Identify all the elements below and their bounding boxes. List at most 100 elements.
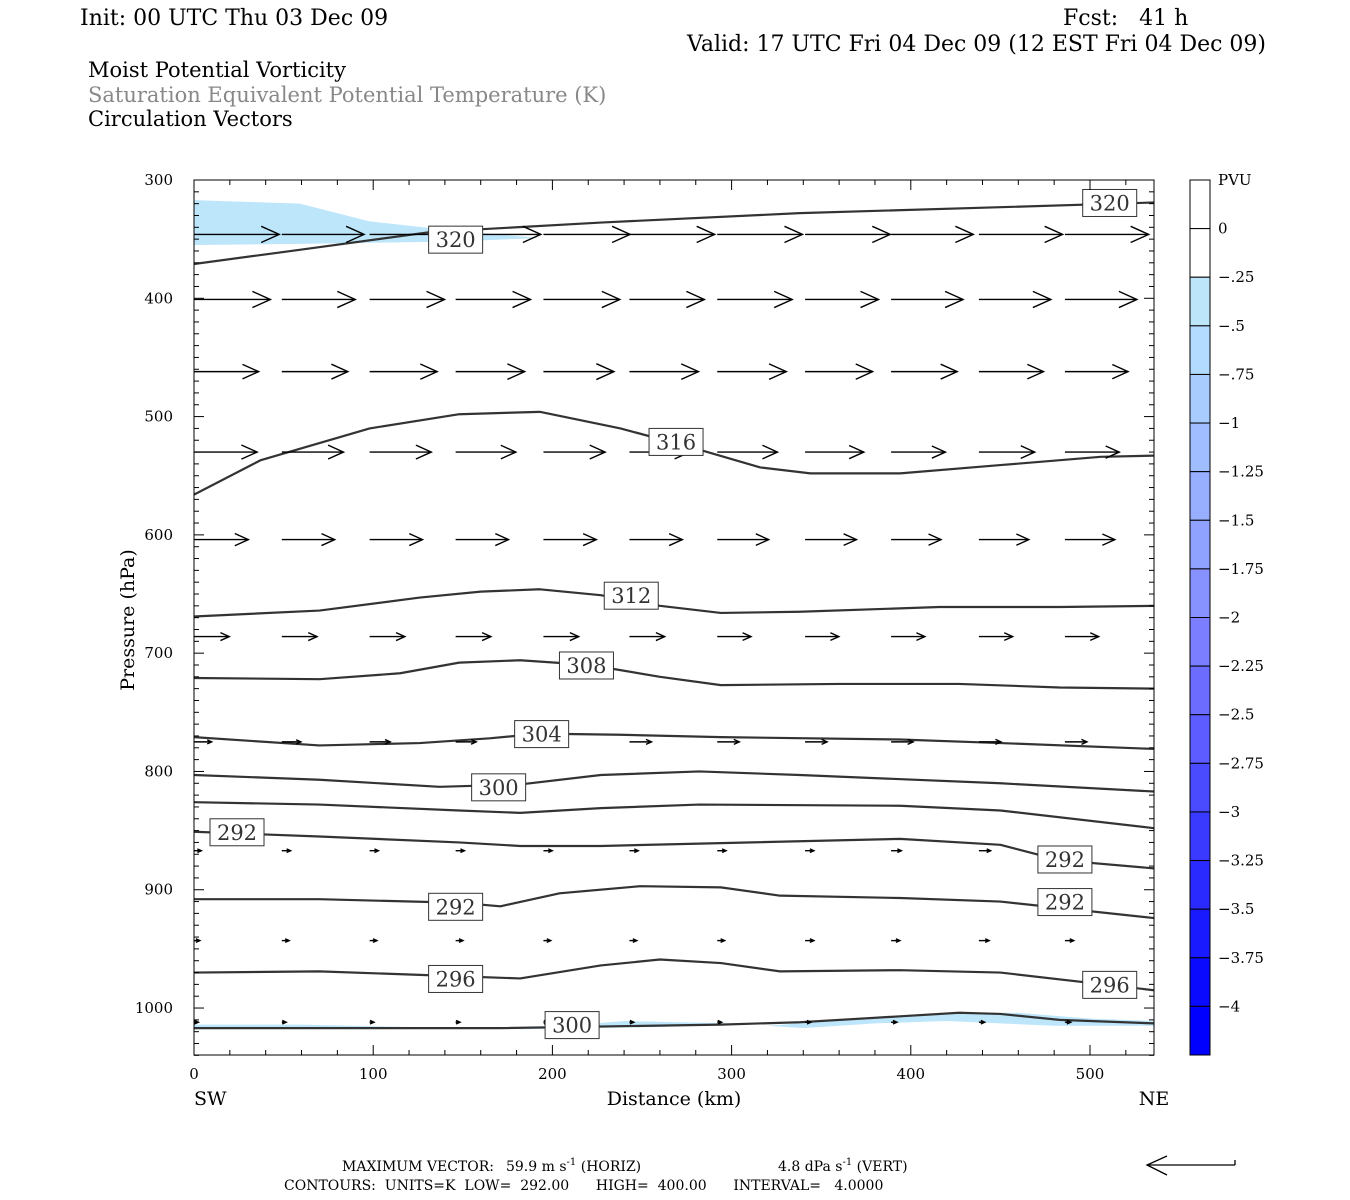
vector-head <box>768 363 789 381</box>
vector-head <box>916 632 927 642</box>
vector-head <box>281 1019 288 1025</box>
contour-label-text: 296 <box>436 967 476 991</box>
colorbar-swatch <box>1189 1005 1211 1056</box>
contour-label: 300 <box>471 773 527 802</box>
vector-head <box>928 533 943 546</box>
circulation-vector <box>455 1019 462 1025</box>
circulation-vector <box>717 738 742 745</box>
circulation-vector <box>629 848 640 854</box>
colorbar-label: −1.75 <box>1218 560 1264 578</box>
circulation-vectors <box>194 225 1151 1025</box>
vector-head <box>206 739 214 745</box>
circulation-vector <box>717 938 727 944</box>
circulation-vector <box>1064 1019 1073 1025</box>
circulation-vector <box>543 444 607 460</box>
circulation-vector <box>891 363 959 380</box>
contour-labels: 320 320 316 312 308 304 300 292 292 292 292 296 296 3… <box>209 188 1138 1040</box>
contour-label-box <box>428 892 484 921</box>
circulation-vector <box>194 848 204 854</box>
vector-head <box>512 290 533 309</box>
circulation-vector <box>629 225 717 244</box>
contour-label-box <box>471 773 527 802</box>
circulation-vector <box>281 631 319 642</box>
colorbar-swatch <box>1189 373 1211 424</box>
field-title-vectors: Circulation Vectors <box>88 107 293 131</box>
vector-head <box>336 290 357 309</box>
colorbar-swatch <box>1189 811 1211 862</box>
circulation-vector <box>455 738 478 745</box>
y-tick-label: 400 <box>144 289 173 307</box>
contour-label-text: 292 <box>217 821 257 845</box>
forecast-hour: Fcst: 41 h <box>1063 6 1188 31</box>
circulation-vector <box>455 631 493 642</box>
vector-head <box>220 631 231 642</box>
vector-head <box>892 1019 899 1025</box>
circulation-vector <box>891 445 948 459</box>
vector-head <box>420 363 439 380</box>
contour-line-296 <box>194 801 1154 830</box>
colorbar-swatch <box>1189 325 1211 375</box>
colorbar-swatch <box>1189 568 1211 619</box>
circulation-vector <box>891 290 965 309</box>
vector-head <box>307 631 319 642</box>
contour-label: 308 <box>558 651 614 680</box>
vector-head <box>830 632 841 642</box>
circulation-vector <box>629 738 654 745</box>
colorbar-label: −3.75 <box>1218 949 1264 967</box>
contour-label-box <box>1082 188 1138 217</box>
contour-line-312 <box>194 588 1154 618</box>
circulation-vector <box>629 290 707 309</box>
circulation-vector <box>805 632 841 642</box>
colorbar-label: −3.5 <box>1218 900 1254 918</box>
circulation-vector <box>717 1019 724 1025</box>
contour-label-text: 312 <box>611 584 651 608</box>
contour-label-box <box>209 818 265 847</box>
circulation-vector <box>194 1019 201 1025</box>
circulation-vector <box>978 290 1053 309</box>
plot-frame <box>193 179 1155 1056</box>
colorbar-label: 0 <box>1218 220 1228 238</box>
circulation-vector <box>717 533 771 547</box>
circulation-vector <box>978 225 1065 244</box>
vector-head <box>327 444 346 460</box>
circulation-vector <box>717 848 728 854</box>
circulation-vector <box>194 532 251 547</box>
vector-head <box>372 938 379 944</box>
circulation-vector <box>805 938 816 944</box>
circulation-vector <box>717 632 753 642</box>
vector-head <box>1081 738 1089 745</box>
contour-label-box <box>514 720 570 749</box>
vector-head <box>458 938 465 944</box>
vector-head <box>589 444 607 460</box>
circulation-vector <box>281 1019 288 1025</box>
vector-head <box>1044 225 1065 244</box>
circulation-vector <box>629 533 685 547</box>
circulation-vector <box>1064 938 1076 944</box>
colorbar-swatch <box>1189 617 1211 667</box>
vector-head <box>944 290 965 309</box>
vector-head <box>455 1019 462 1025</box>
circulation-vector <box>455 290 533 309</box>
x-end-label-sw: SW <box>194 1088 227 1110</box>
circulation-vector <box>281 848 293 854</box>
contour-line-320 <box>194 201 1154 266</box>
circulation-vector <box>978 1019 987 1025</box>
circulation-vector <box>194 363 261 380</box>
circulation-vector <box>543 848 554 854</box>
vector-head <box>806 1019 813 1025</box>
vector-head <box>547 848 554 854</box>
vector-head <box>717 1019 724 1025</box>
vector-head <box>755 533 771 547</box>
circulation-vector <box>281 938 291 944</box>
contour-label: 292 <box>1037 888 1093 917</box>
vector-head <box>632 938 639 944</box>
y-tick-label: 500 <box>144 408 173 426</box>
circulation-vector <box>1064 632 1101 642</box>
circulation-vector <box>194 290 273 309</box>
vector-head <box>500 444 518 460</box>
vector-head <box>601 290 622 309</box>
contour-line-292 <box>194 830 1154 870</box>
contour-label-text: 304 <box>522 723 562 747</box>
contour-line-308 <box>194 659 1154 690</box>
circulation-vector <box>369 363 439 380</box>
